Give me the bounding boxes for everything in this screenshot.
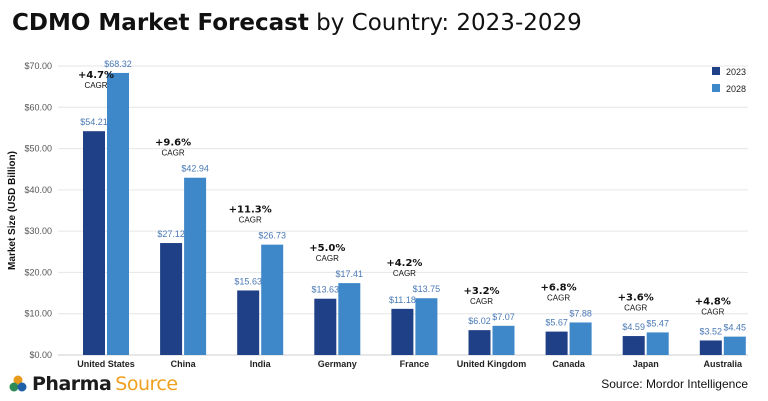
chart-title-bold: CDMO Market Forecast	[12, 10, 309, 36]
logo-text-pharma: Pharma	[32, 373, 112, 395]
cagr-value: +3.2%	[463, 286, 499, 297]
pharmasource-logo: Pharma Source	[8, 372, 178, 396]
bar-2023	[160, 243, 183, 355]
bar-2023	[83, 131, 105, 355]
y-tick-label: $50.00	[24, 144, 52, 154]
cagr-label: CAGR	[547, 293, 570, 302]
cagr-value: +4.2%	[386, 258, 422, 269]
bar-2028	[338, 283, 361, 355]
cagr-value: +5.0%	[309, 243, 345, 254]
data-label-2028: $26.73	[258, 231, 286, 241]
cagr-label: CAGR	[316, 254, 339, 263]
data-label-2028: $42.94	[181, 164, 209, 174]
source-note: Source: Mordor Intelligence	[601, 377, 748, 391]
cagr-label: CAGR	[84, 81, 107, 90]
bar-2028	[261, 244, 284, 355]
x-tick-label: United Kingdom	[457, 359, 527, 369]
data-label-2028: $4.45	[724, 323, 747, 333]
cagr-label: CAGR	[470, 297, 493, 306]
data-label-2028: $7.88	[569, 308, 592, 318]
cagr-value: +4.8%	[695, 297, 731, 308]
bar-2023	[545, 331, 568, 355]
bar-2023	[391, 308, 414, 355]
y-tick-label: $10.00	[24, 309, 52, 319]
x-tick-label: United States	[77, 359, 135, 369]
y-tick-label: $30.00	[24, 226, 52, 236]
data-label-2023: $54.21	[80, 117, 108, 127]
x-tick-label: India	[250, 359, 272, 369]
cagr-label: CAGR	[624, 303, 647, 312]
x-tick-label: France	[400, 359, 430, 369]
bar-2028	[646, 332, 669, 355]
bar-2023	[622, 336, 645, 355]
cagr-value: +4.7%	[78, 70, 114, 81]
y-tick-label: $0.00	[29, 350, 52, 360]
data-label-2023: $13.63	[312, 285, 340, 295]
logo-text-source: Source	[115, 373, 178, 395]
cagr-value: +11.3%	[229, 205, 272, 216]
data-label-2028: $17.41	[336, 269, 364, 279]
x-tick-label: Germany	[318, 359, 357, 369]
legend-swatch-2028	[712, 84, 720, 92]
data-label-2023: $4.59	[622, 322, 645, 332]
legend-swatch-2023	[712, 67, 720, 75]
legend-label-2023: 2023	[726, 67, 746, 77]
data-label-2023: $11.18	[389, 295, 416, 305]
bar-2028	[569, 322, 592, 355]
y-axis-label: Market Size (USD Billion)	[7, 151, 18, 270]
legend-label-2028: 2028	[726, 84, 746, 94]
cagr-label: CAGR	[701, 308, 724, 317]
y-tick-label: $60.00	[24, 102, 52, 112]
bar-2023	[237, 290, 260, 355]
chart-title-rest: by Country: 2023-2029	[316, 10, 582, 36]
x-tick-label: China	[171, 359, 197, 369]
x-tick-label: Australia	[704, 359, 744, 369]
bar-2023	[314, 298, 337, 355]
chart-title: CDMO Market Forecast by Country: 2023-20…	[12, 10, 582, 36]
bar-2023	[468, 330, 491, 355]
cagr-label: CAGR	[239, 216, 262, 225]
data-label-2028: $5.47	[646, 318, 669, 328]
y-tick-label: $70.00	[24, 61, 52, 71]
data-label-2028: $7.07	[492, 312, 515, 322]
data-label-2023: $15.63	[234, 276, 262, 286]
cagr-label: CAGR	[393, 269, 416, 278]
cagr-label: CAGR	[162, 149, 185, 158]
y-tick-label: $40.00	[24, 185, 52, 195]
y-tick-label: $20.00	[24, 267, 52, 277]
bar-2028	[107, 72, 129, 355]
pharmasource-logo-icon	[9, 375, 27, 392]
bar-2023	[699, 340, 722, 355]
data-label-2023: $27.12	[157, 229, 185, 239]
data-label-2028: $13.75	[413, 284, 441, 294]
cagr-value: +9.6%	[155, 138, 191, 149]
data-label-2023: $3.52	[700, 326, 723, 336]
data-label-2023: $6.02	[468, 316, 491, 326]
cagr-value: +6.8%	[541, 282, 577, 293]
bar-2028	[492, 325, 515, 355]
x-tick-label: Japan	[633, 359, 659, 369]
bar-2028	[723, 336, 746, 355]
bar-2028	[184, 177, 207, 355]
bar-2028	[415, 298, 438, 355]
cagr-value: +3.6%	[618, 292, 654, 303]
x-tick-label: Canada	[552, 359, 586, 369]
data-label-2023: $5.67	[545, 318, 568, 328]
data-label-2028: $68.32	[104, 59, 132, 69]
